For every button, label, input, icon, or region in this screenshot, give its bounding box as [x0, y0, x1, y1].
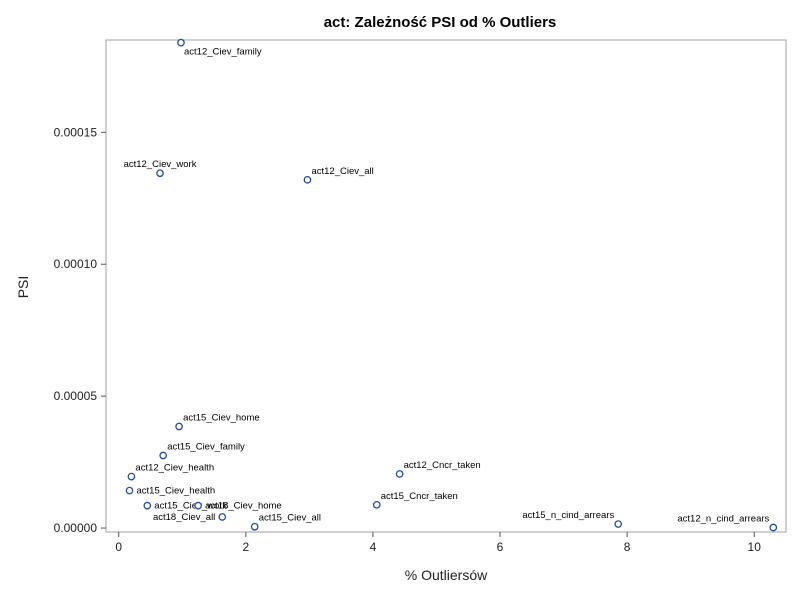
data-point-label: act18_Ciev_all — [153, 512, 215, 523]
data-point — [127, 472, 136, 481]
x-tick-label: 4 — [370, 540, 377, 554]
y-tick-label: 0.00005 — [54, 389, 98, 403]
data-point — [194, 501, 202, 510]
x-tick-label: 6 — [497, 540, 504, 554]
data-point-label: act15_Ciev_home — [183, 412, 260, 423]
data-point-label: act15_Ciev_family — [167, 441, 245, 452]
data-point — [175, 422, 183, 431]
data-point — [372, 500, 381, 509]
y-tick-label: 0.00000 — [54, 521, 98, 535]
data-point — [769, 523, 778, 532]
data-point — [250, 522, 259, 531]
y-tick-label: 0.00015 — [54, 125, 98, 139]
data-point — [156, 169, 164, 178]
data-point — [614, 520, 623, 528]
data-point-label: act18_Ciev_home — [205, 501, 282, 512]
data-point-label: act12_Ciev_all — [311, 166, 373, 177]
x-axis-label: % Outliersów — [405, 567, 488, 583]
chart-title: act: Zależność PSI od % Outliers — [324, 14, 557, 31]
x-tick-label: 2 — [242, 540, 249, 554]
y-axis-label: PSI — [15, 276, 31, 299]
data-point — [143, 501, 152, 510]
data-point-label: act12_n_cind_arrears — [677, 514, 769, 525]
data-point — [177, 38, 185, 47]
data-point — [159, 451, 168, 460]
x-tick-label: 10 — [748, 540, 762, 554]
data-point-label: act15_Cncr_taken — [381, 491, 458, 502]
data-point-label: act15_n_cind_arrears — [522, 510, 614, 521]
data-point-label: act12_Cncr_taken — [404, 460, 481, 471]
data-point-label: act12_Ciev_health — [135, 463, 214, 474]
data-point — [125, 486, 134, 495]
data-point — [218, 513, 227, 521]
y-tick-label: 0.00010 — [54, 257, 98, 271]
x-tick-label: 0 — [115, 540, 122, 554]
data-point-label: act15_Ciev_all — [259, 513, 321, 524]
x-axis: 0 2 4 6 8 10 — [115, 532, 761, 554]
x-tick-label: 8 — [624, 540, 631, 554]
data-point-label: act12_Ciev_family — [184, 47, 262, 58]
y-axis: 0.00000 0.00005 0.00010 0.00015 — [54, 125, 106, 535]
data-point-label: act15_Ciev_health — [137, 486, 216, 497]
data-points: act12_Ciev_family act12_Ciev_work act12_Ci… — [124, 38, 778, 532]
data-point — [303, 175, 312, 184]
data-point — [395, 470, 404, 478]
data-point-label: act12_Ciev_work — [124, 159, 197, 170]
plot-frame — [105, 39, 787, 533]
data-point-label: act15_Ciev_work — [154, 501, 227, 512]
